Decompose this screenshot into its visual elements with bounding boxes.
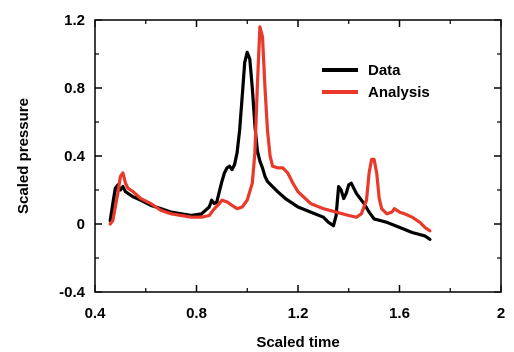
x-tick-label: 1.2 <box>288 305 309 322</box>
x-tick-label: 0.8 <box>186 305 207 322</box>
legend-label-analysis: Analysis <box>368 84 430 101</box>
series-line-analysis <box>108 25 432 233</box>
axis-ticks <box>94 19 502 293</box>
y-tick-label: -0.4 <box>59 284 86 301</box>
plot-frame <box>94 19 502 293</box>
y-tick-label: 0 <box>77 216 85 233</box>
x-tick-label: 2 <box>497 305 505 322</box>
x-axis-label: Scaled time <box>256 334 339 351</box>
tick-labels: 0.4 0.8 1.2 1.6 2 1.2 0.8 0.4 0 -0.4 <box>59 12 505 322</box>
legend: Data Analysis <box>322 62 430 101</box>
x-tick-label: 0.4 <box>85 305 107 322</box>
y-tick-label: 0.8 <box>64 80 85 97</box>
y-tick-label: 0.4 <box>64 148 86 165</box>
series-layer <box>108 25 432 241</box>
plot-area <box>94 19 502 293</box>
y-axis-label: Scaled pressure <box>15 98 32 214</box>
x-tick-label: 1.6 <box>389 305 410 322</box>
legend-label-data: Data <box>368 62 401 79</box>
y-tick-label: 1.2 <box>64 12 85 29</box>
